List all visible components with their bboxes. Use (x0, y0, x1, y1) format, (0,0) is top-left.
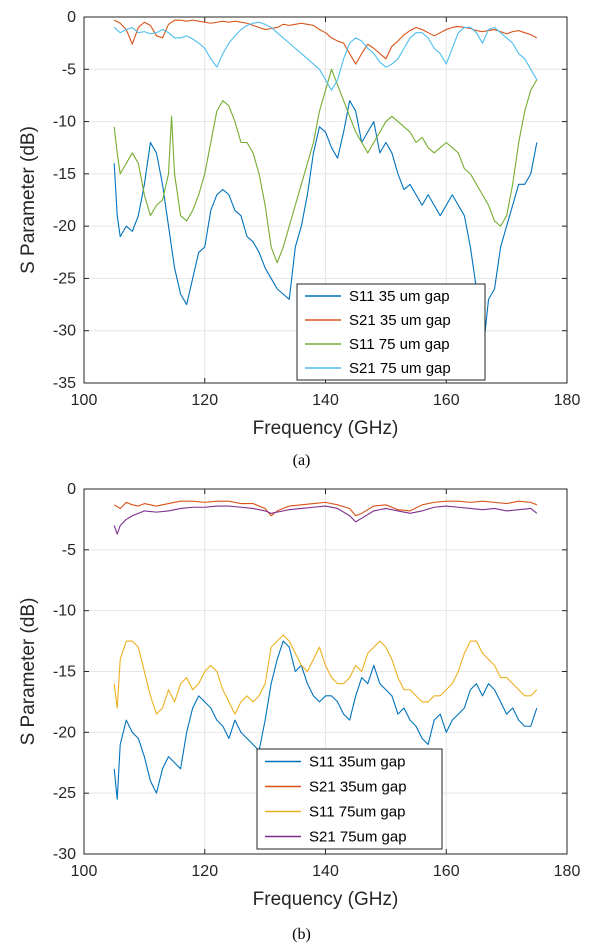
x-axis-label: Frequency (GHz) (253, 889, 399, 910)
series-line-2 (113, 634, 538, 715)
x-tick-label: 180 (554, 863, 581, 880)
x-tick-label: 180 (554, 392, 581, 409)
x-tick-label: 140 (312, 863, 339, 880)
legend-entry: S11 35 um gap (349, 288, 450, 305)
legend-entry: S21 75um gap (309, 829, 407, 846)
figure-caption: (a) (293, 452, 311, 469)
chart-b: 100 120 140 160 180 0 -5 -10 -15 -20 -25 -30 Frequen… (18, 481, 580, 943)
y-axis-label: S Parameter (dB) (18, 126, 39, 274)
y-tick-label: -30 (53, 323, 76, 340)
y-tick-label: -25 (53, 270, 76, 287)
x-tick-label: 160 (433, 863, 460, 880)
y-axis-label: S Parameter (dB) (18, 598, 39, 746)
legend-entry: S21 75 um gap (349, 360, 451, 377)
series-line-3 (113, 21, 538, 91)
legend: S11 35um gap S21 35um gap S11 75um gap S21 … (256, 748, 443, 850)
series-line-3 (113, 505, 538, 535)
y-tick-label: -10 (53, 603, 76, 620)
y-tick-label: -15 (53, 166, 76, 183)
x-tick-label: 160 (433, 392, 460, 409)
y-tick-label: -30 (53, 846, 76, 863)
y-tick-label: 0 (67, 9, 76, 26)
legend-box (256, 748, 443, 850)
figure-caption: (b) (292, 926, 311, 943)
x-tick-label: 100 (71, 392, 98, 409)
series-line-0 (113, 100, 538, 358)
y-tick-label: -5 (62, 61, 76, 78)
legend-entry: S11 75 um gap (349, 336, 450, 353)
y-tick-label: -20 (53, 218, 76, 235)
y-tick-label: -25 (53, 785, 76, 802)
legend: S11 35 um gap S21 35 um gap S11 75 um gap S… (296, 283, 486, 381)
series-line-1 (113, 500, 538, 517)
x-tick-label: 120 (191, 863, 218, 880)
y-tick-label: -5 (62, 542, 76, 559)
legend-entry: S21 35 um gap (349, 312, 451, 329)
y-tick-label: 0 (67, 481, 76, 498)
y-tick-label: -20 (53, 724, 76, 741)
chart-a: 100 120 140 160 180 0 -5 -10 -15 -20 -25 -30 -35 Freq… (18, 9, 580, 469)
x-axis-label: Frequency (GHz) (253, 418, 399, 439)
series-line-2 (113, 68, 538, 264)
legend-box (296, 283, 486, 381)
y-tick-label: -15 (53, 664, 76, 681)
y-tick-label: -35 (53, 375, 76, 392)
y-tick-label: -10 (53, 114, 76, 131)
legend-entry: S11 75um gap (309, 804, 405, 821)
x-tick-label: 100 (71, 863, 98, 880)
series-line-0 (113, 640, 538, 800)
x-tick-label: 120 (191, 392, 218, 409)
legend-entry: S21 35um gap (309, 779, 407, 796)
legend-entry: S11 35um gap (309, 754, 405, 771)
x-tick-label: 140 (312, 392, 339, 409)
